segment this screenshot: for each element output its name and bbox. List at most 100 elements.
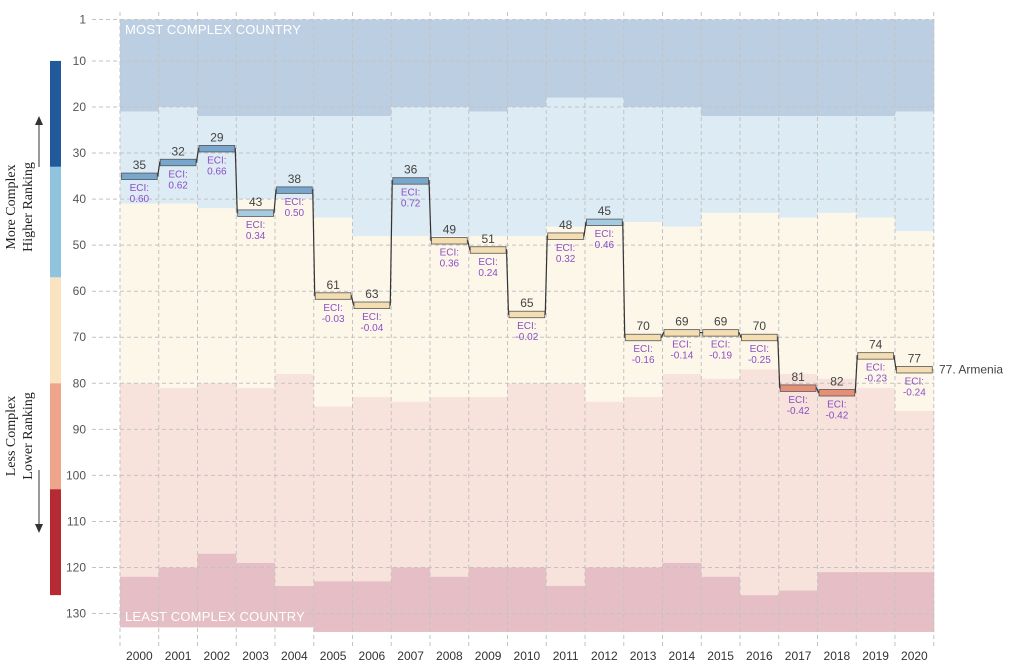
band-q5-2003 [236,562,276,628]
rank-label-2009: 51 [481,232,495,246]
eci-value-2012: 0.46 [595,240,615,251]
x-tick-label: 2011 [553,649,579,662]
band-q3-2017 [778,217,818,375]
y-tick-label: 1 [79,13,86,27]
direction-arrows [35,116,43,533]
band-q1-2013 [623,19,663,107]
y-tick-label: 130 [66,607,86,621]
eci-value-2009: 0.24 [478,268,498,279]
band-q3-2011 [546,226,586,384]
scale-segment-4 [50,383,61,490]
band-q5-2018 [817,572,857,632]
band-q4-2007 [391,401,431,568]
band-q2-2013 [623,106,663,223]
rank-marker-2002 [198,145,236,153]
rank-marker-2016 [741,333,778,342]
x-tick-label: 2009 [475,649,502,662]
y-tick-label: 80 [73,376,87,390]
band-q2-2005 [313,116,353,218]
x-tick-label: 2012 [591,649,618,662]
rank-marker-2013 [624,333,662,342]
band-q2-2008 [430,106,470,236]
x-tick-label: 2018 [824,649,851,662]
complexity-scale-bar [50,60,61,596]
band-q2-2003 [236,116,276,200]
rank-marker-2007 [392,177,429,185]
band-q5-2000 [120,576,160,628]
rank-label-2008: 49 [443,223,457,237]
band-q3-2013 [623,222,663,398]
eci-value-2014: -0.14 [670,351,693,362]
scale-segment-2 [50,166,61,278]
band-q4-2000 [120,383,160,577]
quartile-bands [120,19,935,632]
band-q4-2011 [546,383,586,586]
eci-value-2020: -0.24 [903,387,926,398]
y-tick-label: 110 [67,514,86,528]
band-q2-2007 [391,106,431,236]
band-q1-2008 [430,19,470,107]
y-tick-label: 70 [73,330,87,344]
rank-label-2017: 81 [791,370,805,384]
eci-prefix-2020: ECI: [905,376,924,387]
axis-titles: More Complex Higher Ranking Less Complex… [4,162,36,480]
band-q3-2003 [236,199,276,388]
band-q4-2005 [313,406,353,582]
eci-prefix-2007: ECI: [401,188,420,199]
x-tick-label: 2015 [707,649,734,662]
band-q4-2013 [623,397,663,568]
band-q3-2008 [430,235,470,398]
rank-label-2019: 74 [869,338,883,352]
band-q4-2009 [468,397,508,568]
x-tick-label: 2001 [165,649,192,662]
eci-value-2002: 0.66 [207,166,227,177]
up-arrow-head [35,116,43,125]
rank-marker-2018 [818,389,856,397]
band-q1-2001 [158,19,198,107]
y-tick-label: 120 [66,560,86,574]
x-tick-label: 2004 [281,649,308,662]
band-q1-2020 [895,19,935,112]
x-tick-label: 2013 [630,649,657,662]
band-q4-2017 [778,374,818,591]
rank-label-2018: 82 [830,375,844,389]
band-q4-2004 [275,374,315,586]
y-tick-label: 90 [73,422,87,436]
band-q2-2019 [856,116,896,218]
band-q3-2015 [701,212,741,379]
band-q1-2018 [817,19,857,117]
band-q1-2010 [507,19,547,107]
band-q3-2002 [197,208,237,384]
eci-prefix-2017: ECI: [788,395,807,406]
band-q3-2006 [352,235,392,398]
band-q1-2000 [120,19,160,112]
rank-label-2013: 70 [636,319,650,333]
band-q2-2010 [507,106,547,236]
band-q2-2020 [895,111,935,232]
band-q3-2009 [468,235,508,398]
band-q2-2016 [740,116,780,213]
band-q4-2002 [197,383,237,554]
rank-marker-2015 [702,329,739,337]
axis-title-bottom-line1: Less Complex [4,396,19,477]
band-q1-2017 [778,19,818,117]
band-q4-2015 [701,378,741,577]
band-q1-2019 [856,19,896,117]
y-tick-label: 10 [73,54,87,68]
rank-label-2020: 77 [908,351,922,365]
eci-prefix-2013: ECI: [633,344,652,355]
band-q5-2002 [197,553,237,628]
band-q4-2014 [662,374,702,563]
eci-value-2018: -0.42 [825,411,848,422]
band-q2-2012 [585,97,625,223]
rank-marker-2010 [508,310,546,319]
band-q3-2014 [662,226,702,375]
eci-value-2015: -0.19 [709,351,732,362]
band-q2-2018 [817,116,857,213]
band-q5-2012 [585,567,625,632]
band-q1-2012 [585,19,625,98]
rank-marker-2014 [663,329,701,337]
rank-label-2005: 61 [326,278,340,292]
least-complex-label: LEAST COMPLEX COUNTRY [125,609,305,624]
eci-prefix-2011: ECI: [556,243,575,254]
